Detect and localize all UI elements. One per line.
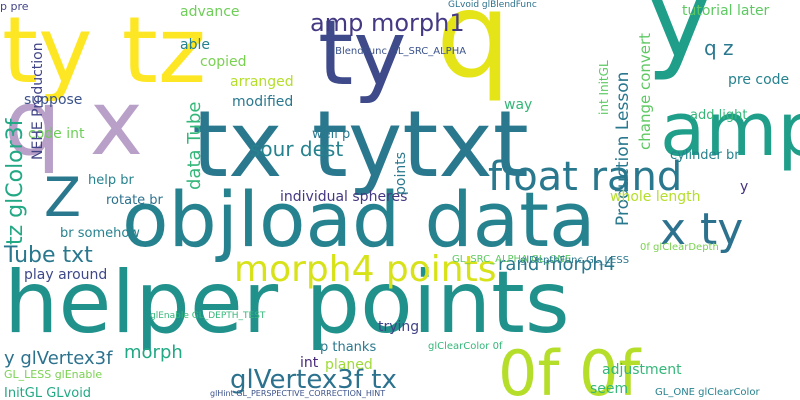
word: int [300,355,319,371]
word: glBlendFunc GL_SRC_ALPHA [326,46,466,57]
word: individual spheres [280,189,407,205]
word: y [646,0,712,83]
word: glClearColor 0f [428,341,503,352]
word: tutorial later [682,3,770,19]
word: int InitGL [597,60,611,115]
word: data Tube [184,102,205,190]
word: helper points [4,253,570,353]
word: GL_LESS glEnable [4,368,102,381]
word: play around [24,267,107,283]
word: objload data [122,175,596,264]
word: amp morph1 [310,9,465,37]
word: p thanks [320,340,376,355]
word: y glVertex3f [4,348,113,369]
word: q z [704,36,734,60]
word: float rand [488,154,682,200]
word: copied [200,54,247,70]
word: change convert [636,33,654,150]
word: rotate br [106,193,164,208]
word: p pre [0,0,29,13]
word: 0f glClearDepth [640,242,719,253]
word: Tube txt [3,243,93,268]
word: help br [88,173,134,188]
word: GL_SRC_ALPHA GL_ONE [452,254,571,265]
word: morph4 points [234,249,496,290]
word: q [436,0,511,104]
word: Production Lesson [613,72,633,226]
word: able [180,37,210,53]
word: ty [318,1,407,106]
word: NEHE Production [30,42,46,160]
word: rand morph4 [498,254,615,275]
word: pre code [728,72,789,88]
word: planed [325,357,373,373]
word: advance [180,4,240,20]
word: glVertex3f tx [230,365,397,395]
word: InitGL GLvoid [4,386,91,400]
word: br somehow [60,226,140,241]
word: y [740,179,748,195]
word: add light [690,108,747,123]
word: ty tz [2,0,206,104]
word: seem [590,381,628,397]
word: 0f 0f [498,337,642,400]
word: glEnable GL_DEPTH_TEST [150,311,266,321]
word: points [393,152,409,195]
word: Z [44,166,81,229]
word: way [504,97,532,113]
word: glDepthFunc GL_LESS [520,255,629,266]
word: code int [28,126,85,142]
word: adjustment [602,362,682,378]
word: tx tytxt [192,91,529,198]
word: x ty [660,204,743,255]
word: q x [4,71,143,176]
word: GLvoid glBlendFunc [448,0,537,10]
word: tz glColor3f [3,117,28,245]
word: suppose [24,92,82,108]
word: morph [124,342,183,363]
word: cylinder br [670,148,740,163]
word: whole length [610,189,700,205]
word: sour dest [250,137,343,161]
word: GL_ONE glClearColor [655,387,760,398]
word: modified [232,94,293,110]
word: glHint GL_PERSPECTIVE_CORRECTION_HINT [210,389,385,398]
word: arranged [230,74,294,90]
word: well p [312,127,350,142]
word: trying [378,319,419,335]
word: amp [660,87,800,173]
